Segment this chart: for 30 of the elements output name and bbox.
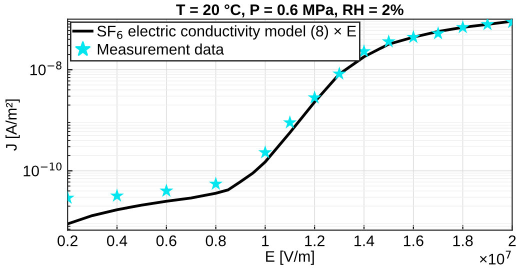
x-tick-label: 1.8 [453,235,473,246]
point [308,90,322,104]
point [258,145,272,158]
point [208,176,223,190]
y-tick-label: 10$^{−8}$ [30,61,62,76]
x-tick-label: 1.4 [354,236,374,246]
point [406,30,420,44]
point [431,26,446,40]
point [332,66,346,80]
x-tick-label: 1.2 [305,235,324,246]
x-tick-label: 1 [262,236,269,246]
x-axis-title: E [V/m] [266,250,314,265]
x-tick-label: 1.6 [404,235,424,246]
legend-label: Measurement data [98,43,224,55]
x-tick-label: 2 [508,235,516,246]
point [110,188,124,202]
x-tick-label: 0.8 [206,235,226,246]
point [480,19,494,30]
point [456,20,470,34]
point [282,115,297,128]
x-tick-label: 0.4 [106,235,128,246]
text: ×10$^{7}$ [480,250,511,264]
x-tick-label: 0.6 [156,235,176,246]
x-tick-label: 0.2 [58,235,78,246]
chart-title: T = 20 °C, P = 0.6 MPa, RH = 2% [176,4,404,18]
point [159,184,174,197]
point [382,34,396,48]
legend-label: SF$_{6}$ electric conductivity model (8) × E [97,25,356,40]
y-tick-label: 10$^{−10}$ [24,162,62,176]
y-axis-title: J [A/m²] [6,99,20,151]
